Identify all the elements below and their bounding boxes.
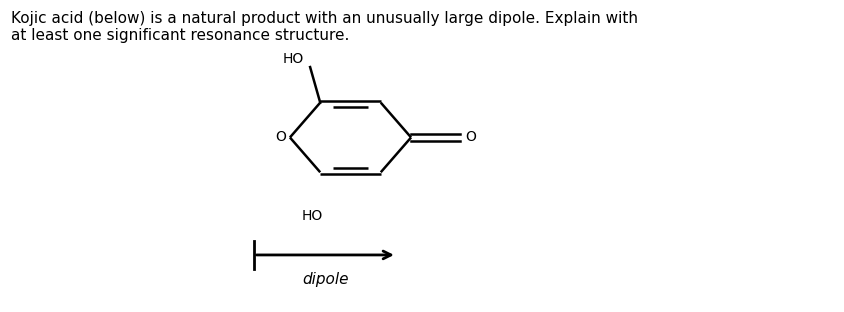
Text: Kojic acid (below) is a natural product with an unusually large dipole. Explain : Kojic acid (below) is a natural product … [12,11,638,43]
Text: HO: HO [301,209,322,223]
Text: O: O [275,130,286,144]
Text: HO: HO [282,51,303,66]
Text: dipole: dipole [302,272,349,287]
Text: O: O [465,130,476,144]
